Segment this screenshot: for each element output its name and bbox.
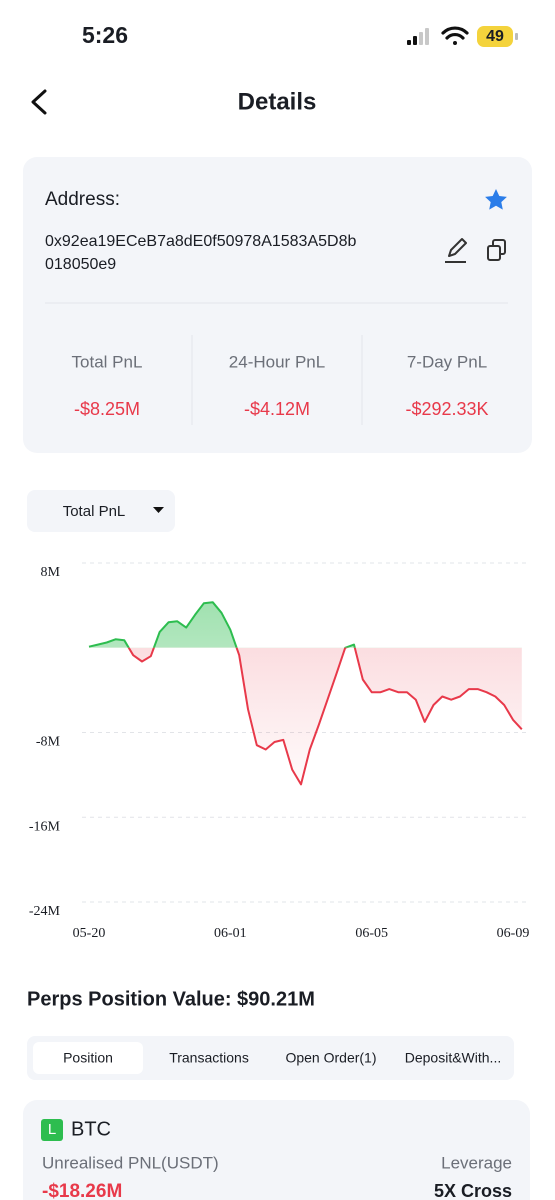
pnl-chart: 8M -8M -16M -24M 05-20 06-01 06-05 06-09 [29, 562, 530, 941]
status-time: 5:26 [82, 22, 128, 48]
x-tick-label: 06-01 [214, 926, 247, 941]
dropdown-arrow [153, 507, 164, 513]
x-tick-label: 06-05 [355, 926, 388, 941]
address-card [23, 157, 532, 453]
favorite-star[interactable] [485, 189, 507, 210]
x-tick-label: 05-20 [73, 926, 106, 941]
edit-icon[interactable] [445, 238, 467, 263]
chart-selector-label: Total PnL [63, 503, 126, 520]
battery [477, 26, 513, 47]
wifi-icon [441, 26, 469, 45]
stat-label: 7-Day PnL [407, 352, 487, 371]
stat-label: 24-Hour PnL [229, 352, 325, 371]
position-value: Perps Position Value: $90.21M [27, 988, 315, 1010]
tab[interactable]: Position [63, 1050, 113, 1066]
signal-icon [407, 28, 429, 45]
y-tick-label: -24M [29, 904, 61, 919]
address-line: 0x92ea19ECeB7a8dE0f50978A1583A5D8b [45, 233, 356, 250]
stat-value: -$292.33K [405, 399, 488, 419]
stat-value: -$4.12M [244, 399, 310, 419]
area-below [89, 647, 522, 785]
y-tick-label: -16M [29, 819, 61, 834]
pnl-label: Unrealised PNL(USDT) [42, 1153, 219, 1172]
side-badge [41, 1119, 63, 1141]
line-below [127, 647, 523, 786]
y-tick-label: -8M [36, 735, 61, 750]
address-line: 018050e9 [45, 256, 116, 273]
copy-icon[interactable] [487, 239, 506, 261]
chart-selector[interactable] [27, 490, 175, 532]
tab-bar [27, 1036, 514, 1080]
leverage-value: 5X Cross [434, 1181, 512, 1200]
tab[interactable]: Open Order(1) [285, 1050, 376, 1066]
x-tick-label: 06-09 [497, 926, 530, 941]
stat-value: -$8.25M [74, 399, 140, 419]
back-button[interactable] [31, 89, 47, 115]
side-badge-text: L [48, 1121, 56, 1138]
stat-label: Total PnL [72, 352, 143, 371]
stats: Total PnL -$8.25M 24-Hour PnL -$4.12M 7-Day … [72, 352, 489, 418]
y-tick-label: 8M [41, 565, 61, 580]
position-symbol[interactable]: BTC [71, 1118, 111, 1140]
page-title: Details [238, 88, 317, 115]
line-above [88, 601, 356, 648]
leverage-label: Leverage [441, 1153, 512, 1172]
active-tab [33, 1042, 143, 1074]
battery-tip [515, 33, 518, 40]
address-label: Address: [45, 189, 120, 210]
position-card [23, 1100, 530, 1200]
pnl-value: -$18.26M [42, 1181, 122, 1200]
tabs: Position Transactions Open Order(1) Deposit… [33, 1042, 501, 1074]
tab[interactable]: Deposit&With... [405, 1050, 501, 1066]
tab[interactable]: Transactions [169, 1050, 249, 1066]
battery-level: 49 [486, 28, 504, 45]
